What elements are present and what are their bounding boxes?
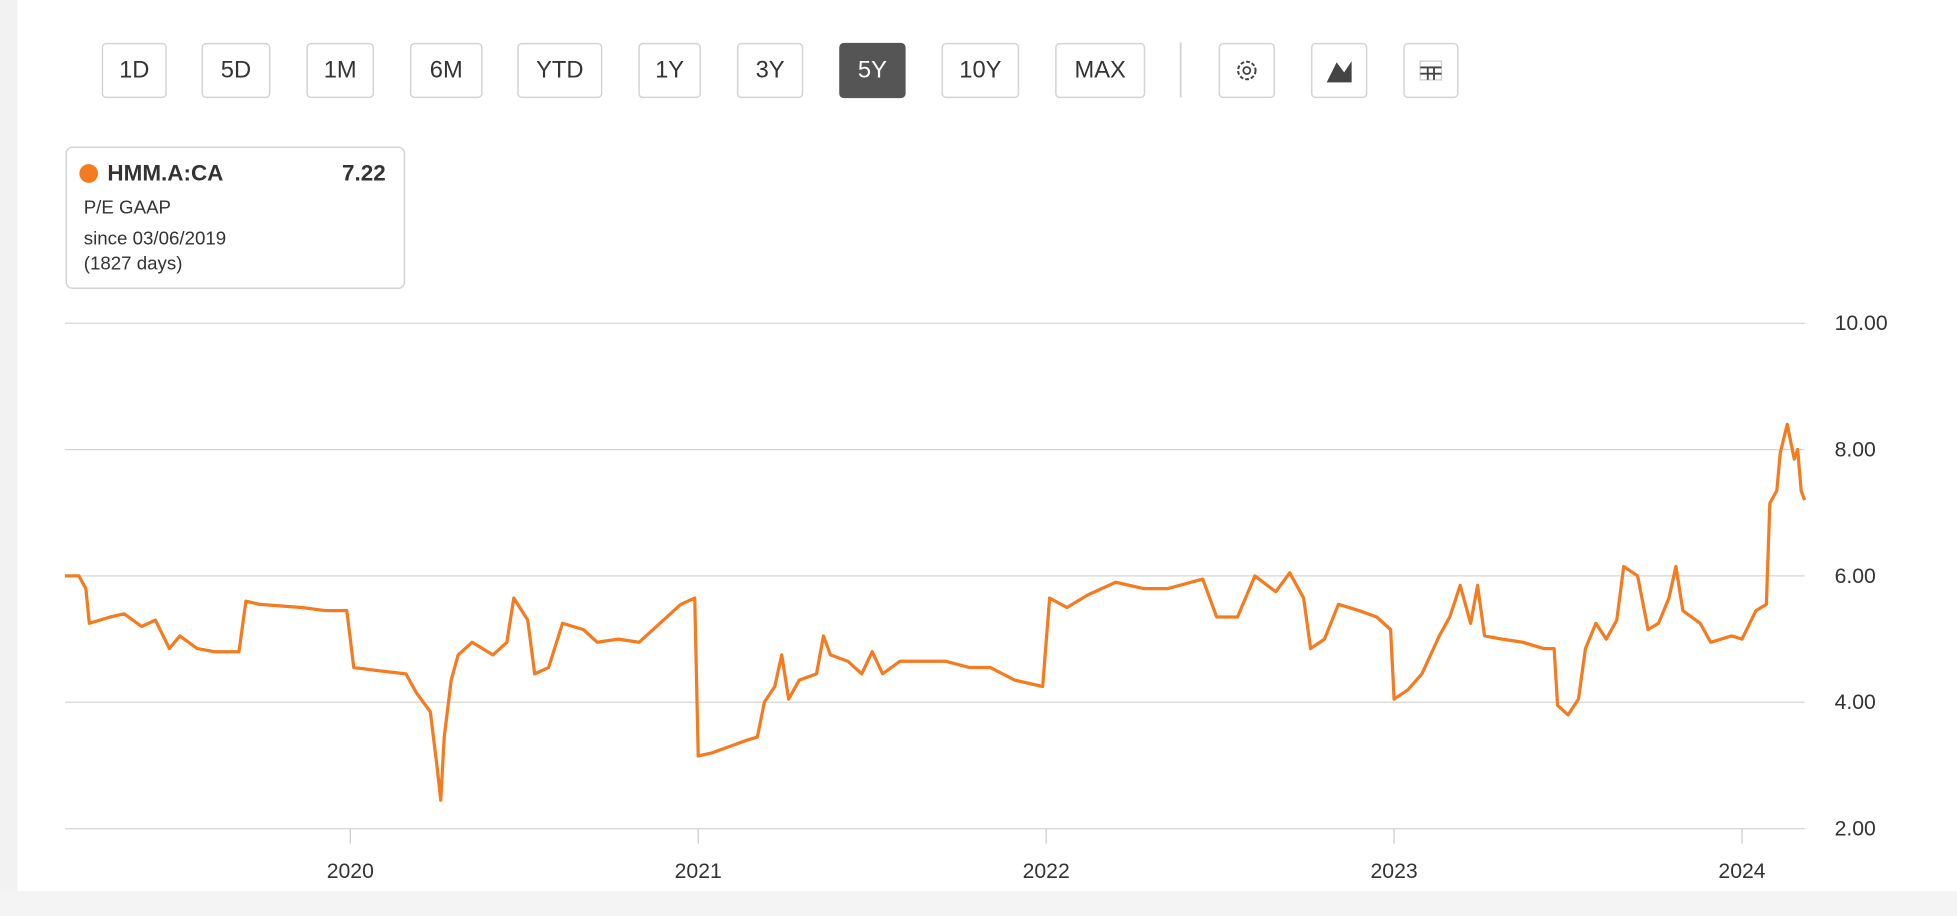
button-frame (1055, 42, 1146, 99)
range-button[interactable]: 3Y (736, 42, 804, 99)
range-button[interactable]: 5Y (839, 42, 906, 99)
range-button[interactable]: 1D (101, 42, 167, 99)
plot: 2.00 4.00 6.00 8.00 10.00 2020 2021 2022 2023 202… (64, 312, 1888, 883)
button-label: 3Y (756, 57, 785, 83)
legend-dot (79, 164, 99, 183)
legend-value: 7.22 (342, 161, 386, 186)
y-tick-label: 10.00 (1835, 312, 1888, 335)
chart-type-button[interactable] (1310, 42, 1368, 99)
settings-button[interactable] (1218, 42, 1276, 99)
button-frame (941, 42, 1020, 99)
button-label: 5D (221, 57, 251, 83)
x-tick-label: 2020 (327, 860, 374, 883)
button-label: 1Y (655, 57, 684, 83)
gear-icon (1237, 60, 1257, 81)
table-button[interactable] (1403, 42, 1459, 99)
gear-icon-center (1242, 66, 1252, 75)
y-tick-label: 4.00 (1835, 691, 1876, 714)
button-frame (201, 42, 271, 99)
x-tick-label: 2022 (1023, 860, 1070, 883)
legend-metric: P/E GAAP (84, 196, 171, 217)
button-label: 1D (119, 57, 149, 83)
button-frame (736, 42, 804, 99)
range-button[interactable]: 1Y (638, 42, 701, 99)
legend-days: (1827 days) (84, 253, 183, 274)
button-frame (306, 42, 374, 99)
button-frame (638, 42, 701, 99)
y-tick-label: 6.00 (1835, 565, 1876, 588)
table-icon (1419, 60, 1443, 81)
range-button[interactable]: MAX (1055, 42, 1146, 99)
legend-box: HMM.A:CA 7.22 P/E GAAP since 03/06/2019 … (65, 146, 406, 290)
pe-line (64, 422, 1807, 802)
button-label: YTD (536, 57, 583, 83)
button-label: 1M (324, 57, 357, 83)
y-tick-label: 2.00 (1835, 818, 1876, 841)
bottom-strip (0, 891, 1957, 916)
left-strip (0, 0, 18, 916)
button-label: 5Y (858, 57, 887, 83)
button-label: 6M (430, 57, 463, 83)
range-button[interactable]: 5D (201, 42, 271, 99)
x-tick-label: 2023 (1371, 860, 1418, 883)
button-frame (409, 42, 483, 99)
button-frame (101, 42, 167, 99)
x-tick-label: 2024 (1718, 860, 1765, 883)
button-frame (839, 42, 906, 99)
range-button[interactable]: 10Y (941, 42, 1020, 99)
toolbar: 1D 5D 1M 6M YTD 1Y 3Y 5Y 10Y MAX (101, 42, 1146, 99)
legend-since: since 03/06/2019 (84, 228, 226, 249)
x-tick-label: 2021 (675, 860, 722, 883)
button-label: 10Y (959, 57, 1001, 83)
legend-ticker: HMM.A:CA (107, 161, 223, 186)
chart-icon (1326, 61, 1352, 83)
range-button[interactable]: 6M (409, 42, 483, 99)
range-button[interactable]: 1M (306, 42, 374, 99)
button-label: MAX (1074, 57, 1126, 83)
button-frame (517, 42, 603, 99)
y-tick-label: 8.00 (1835, 438, 1876, 461)
range-button[interactable]: YTD (517, 42, 603, 99)
legend-frame (65, 146, 406, 290)
